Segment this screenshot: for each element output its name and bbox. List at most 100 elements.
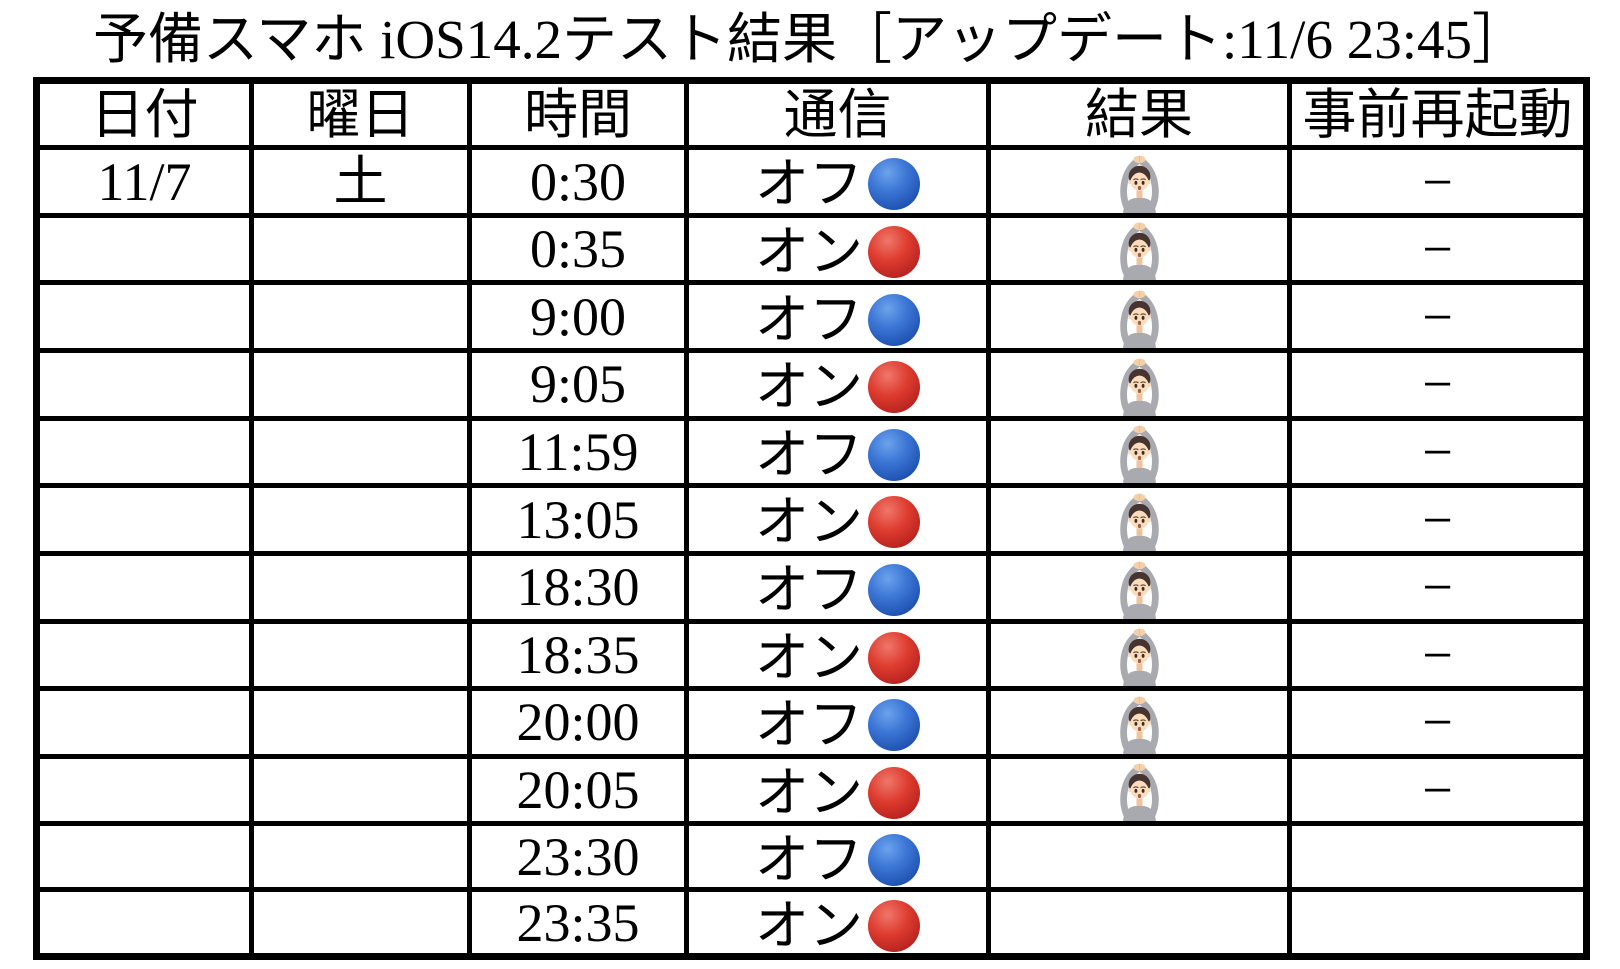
table-row: 11/7 土 0:30 オフ [34, 145, 1589, 218]
comm-label: オン [755, 895, 863, 956]
person-gesturing-ok-icon [1117, 694, 1162, 754]
day-cell [249, 415, 472, 489]
table-row: 9:00 オフ [34, 280, 1589, 354]
comm-cell: オフ [684, 280, 991, 354]
blue-circle-icon [868, 293, 920, 346]
comm-label: オン [755, 627, 863, 688]
red-circle-icon [868, 631, 920, 684]
time-cell: 23:35 [467, 887, 689, 960]
red-circle-icon [868, 225, 920, 278]
day-cell [249, 550, 472, 624]
date-cell [34, 212, 254, 286]
test-results-table: 日付 曜日 時間 通信 結果 事前再起動 11/7 土 0:30 オフ [33, 77, 1590, 961]
person-gesturing-ok-icon [1117, 491, 1162, 551]
comm-cell: オン [684, 887, 991, 960]
column-header-2: 時間 [467, 78, 689, 151]
comm-label: オフ [755, 695, 863, 756]
table-header: 日付 曜日 時間 通信 結果 事前再起動 [34, 78, 1589, 151]
result-cell [986, 618, 1292, 692]
comm-label: オン [755, 762, 863, 823]
comm-cell: オフ [684, 686, 991, 759]
day-cell [249, 753, 472, 827]
day-cell [249, 887, 472, 960]
person-gesturing-ok-icon [1117, 559, 1162, 619]
blue-circle-icon [868, 699, 920, 752]
time-cell: 18:30 [467, 550, 689, 624]
column-header-3: 通信 [684, 78, 991, 151]
table-row: 18:35 オン [34, 618, 1589, 692]
result-cell [986, 280, 1292, 354]
blue-circle-icon [868, 833, 920, 886]
day-cell [249, 821, 472, 893]
date-cell [34, 280, 254, 354]
comm-cell: オン [684, 753, 991, 827]
result-cell [986, 821, 1292, 893]
comm-cell: オフ [684, 145, 991, 218]
date-cell [34, 483, 254, 556]
table-row: 18:30 オフ [34, 550, 1589, 624]
date-cell [34, 550, 254, 624]
result-cell [986, 550, 1292, 624]
person-gesturing-ok-icon [1117, 626, 1162, 687]
comm-cell: オフ [684, 821, 991, 893]
time-cell: 0:30 [467, 145, 689, 218]
pre-restart-cell: − [1287, 483, 1589, 556]
date-cell [34, 618, 254, 692]
date-cell [34, 887, 254, 960]
date-cell [34, 348, 254, 421]
table-row: 23:30 オフ [34, 821, 1589, 893]
header-row: 日付 曜日 時間 通信 結果 事前再起動 [34, 78, 1589, 151]
comm-label: オフ [755, 424, 863, 485]
date-cell [34, 821, 254, 893]
result-cell [986, 212, 1292, 286]
column-header-5: 事前再起動 [1287, 78, 1589, 151]
page-title: 予備スマホ iOS14.2テスト結果［アップデート:11/6 23:45］ [93, 9, 1527, 70]
pre-restart-cell: − [1287, 415, 1589, 489]
table-row: 13:05 オン [34, 483, 1589, 556]
day-cell [249, 348, 472, 421]
red-circle-icon [868, 361, 920, 414]
comm-cell: オン [684, 348, 991, 421]
pre-restart-cell: − [1287, 753, 1589, 827]
time-cell: 20:05 [467, 753, 689, 827]
pre-restart-cell: − [1287, 348, 1589, 421]
day-cell: 土 [249, 145, 472, 218]
person-gesturing-ok-icon [1117, 356, 1162, 416]
time-cell: 20:00 [467, 686, 689, 759]
result-cell [986, 483, 1292, 556]
person-gesturing-ok-icon [1117, 423, 1162, 484]
day-cell [249, 686, 472, 759]
pre-restart-cell: − [1287, 618, 1589, 692]
person-gesturing-ok-icon [1117, 220, 1162, 281]
page: 予備スマホ iOS14.2テスト結果［アップデート:11/6 23:45］ 日付… [0, 8, 1620, 961]
table-row: 20:00 オフ [34, 686, 1589, 759]
red-circle-icon [868, 899, 920, 952]
table-row: 20:05 オン [34, 753, 1589, 827]
person-gesturing-ok-icon [1117, 288, 1162, 349]
time-cell: 9:00 [467, 280, 689, 354]
date-cell: 11/7 [34, 145, 254, 218]
result-cell [986, 887, 1292, 960]
pre-restart-cell [1287, 887, 1589, 960]
time-cell: 18:35 [467, 618, 689, 692]
table-row: 0:35 オン [34, 212, 1589, 286]
result-cell [986, 415, 1292, 489]
result-cell [986, 348, 1292, 421]
blue-circle-icon [868, 564, 920, 617]
time-cell: 11:59 [467, 415, 689, 489]
column-header-4: 結果 [986, 78, 1292, 151]
date-cell [34, 753, 254, 827]
comm-label: オフ [755, 154, 863, 215]
time-cell: 9:05 [467, 348, 689, 421]
red-circle-icon [868, 496, 920, 549]
person-gesturing-ok-icon [1117, 761, 1162, 822]
comm-cell: オフ [684, 415, 991, 489]
pre-restart-cell: − [1287, 145, 1589, 218]
table-row: 23:35 オン [34, 887, 1589, 960]
day-cell [249, 212, 472, 286]
comm-label: オン [755, 492, 863, 553]
date-cell [34, 415, 254, 489]
result-cell [986, 145, 1292, 218]
comm-cell: オフ [684, 550, 991, 624]
blue-circle-icon [868, 158, 920, 211]
